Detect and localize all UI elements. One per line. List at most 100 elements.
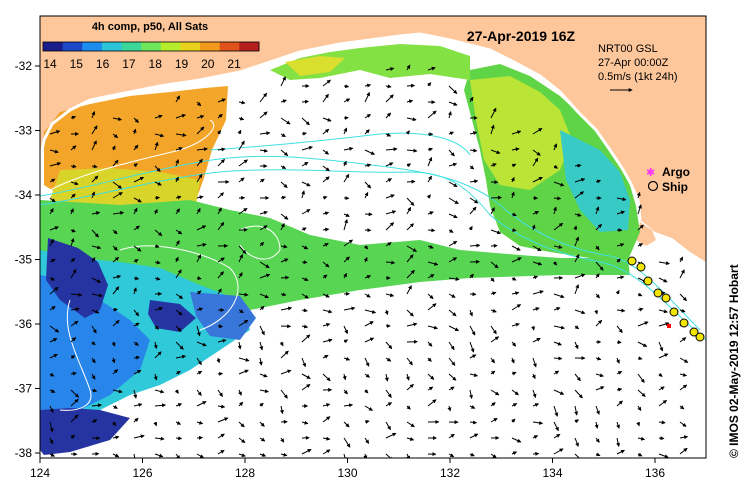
- current-vector: [427, 325, 439, 330]
- current-vector: [112, 286, 120, 295]
- current-vector: [322, 128, 330, 135]
- current-vector: [237, 341, 242, 350]
- current-vector: [175, 147, 183, 151]
- current-vector: [490, 277, 495, 282]
- current-vector: [406, 245, 417, 252]
- current-vector: [301, 448, 312, 455]
- current-vector: [574, 284, 580, 295]
- current-vector: [175, 403, 183, 407]
- current-vector: [574, 163, 582, 168]
- current-vector: [259, 389, 269, 393]
- current-vector: [301, 99, 309, 104]
- current-vector: [658, 353, 669, 359]
- current-vector: [112, 256, 120, 263]
- current-vector: [406, 383, 414, 391]
- contour-3: [209, 132, 471, 156]
- current-vector: [490, 163, 497, 167]
- current-vector: [658, 372, 663, 377]
- current-vector: [595, 273, 600, 279]
- current-vector: [510, 357, 515, 364]
- current-vector: [343, 421, 350, 428]
- current-vector: [490, 402, 496, 407]
- current-vector: [427, 228, 436, 233]
- current-vector: [385, 194, 395, 199]
- current-vector: [532, 290, 544, 295]
- current-vector: [616, 357, 620, 364]
- current-vector: [238, 100, 246, 105]
- current-vector: [343, 306, 356, 311]
- current-vector: [133, 341, 139, 346]
- current-vector: [259, 305, 265, 311]
- current-vector: [511, 403, 518, 407]
- current-vector: [280, 258, 289, 263]
- current-vector: [259, 148, 269, 153]
- current-vector: [133, 276, 140, 281]
- current-vector: [49, 452, 55, 457]
- current-vector: [343, 213, 350, 217]
- colorbar: 4h comp, p50, All Sats 14 15 16 17 18 19 20 21: [42, 21, 260, 71]
- current-vector: [112, 133, 119, 139]
- current-vector: [574, 389, 583, 399]
- current-vector: [343, 403, 354, 408]
- current-vector: [322, 373, 331, 382]
- current-vector: [49, 226, 59, 231]
- current-vector: [574, 178, 586, 183]
- current-vector: [616, 210, 626, 215]
- current-vector: [616, 243, 625, 247]
- current-vector: [490, 325, 497, 335]
- current-vector: [70, 115, 77, 120]
- current-vector: [322, 403, 331, 407]
- current-vector: [574, 191, 585, 199]
- current-vector: [259, 325, 265, 336]
- current-vector: [322, 293, 330, 298]
- current-vector: [385, 132, 392, 137]
- current-vector: [427, 293, 434, 300]
- current-vector: [469, 341, 475, 353]
- current-vector: [448, 386, 455, 391]
- current-vector: [658, 420, 666, 425]
- current-vector: [552, 261, 558, 266]
- ship-station-marker: [661, 293, 671, 303]
- current-vector: [280, 149, 289, 157]
- current-vector: [259, 261, 270, 269]
- x-tick-label: 128: [235, 466, 255, 480]
- current-vector: [448, 373, 457, 381]
- current-vector: [406, 437, 415, 441]
- current-vector: [196, 101, 202, 107]
- ship-symbol: [647, 180, 659, 192]
- current-vector: [363, 453, 368, 458]
- current-vector: [448, 325, 460, 332]
- current-vector: [616, 421, 620, 429]
- current-vector: [343, 173, 350, 183]
- y-tick-label: -33: [15, 124, 33, 138]
- current-vector: [595, 452, 601, 457]
- current-vector: [469, 197, 479, 204]
- current-vector: [490, 207, 495, 215]
- current-vector: [175, 421, 182, 425]
- current-vector: [448, 293, 456, 298]
- current-vector: [594, 309, 599, 315]
- current-vector: [49, 197, 56, 203]
- current-vector: [301, 324, 309, 329]
- current-vector: [364, 293, 371, 298]
- current-vector: [364, 113, 371, 119]
- current-vector: [574, 341, 579, 350]
- current-vector: [616, 325, 623, 334]
- current-vector: [595, 386, 605, 391]
- current-vector: [658, 436, 665, 441]
- current-vector: [259, 225, 268, 231]
- current-vector: [385, 260, 396, 265]
- current-vector: [343, 356, 351, 361]
- current-vector: [532, 176, 543, 183]
- current-vector: [448, 309, 457, 317]
- current-vector: [343, 389, 348, 395]
- current-vector: [175, 370, 181, 375]
- current-vector: [385, 341, 393, 350]
- current-vector: [322, 338, 333, 343]
- current-vector: [196, 242, 207, 247]
- current-vector: [238, 207, 248, 215]
- current-vector: [91, 309, 100, 314]
- current-vector: [258, 357, 263, 366]
- current-vector: [343, 160, 347, 167]
- current-vector: [111, 341, 116, 347]
